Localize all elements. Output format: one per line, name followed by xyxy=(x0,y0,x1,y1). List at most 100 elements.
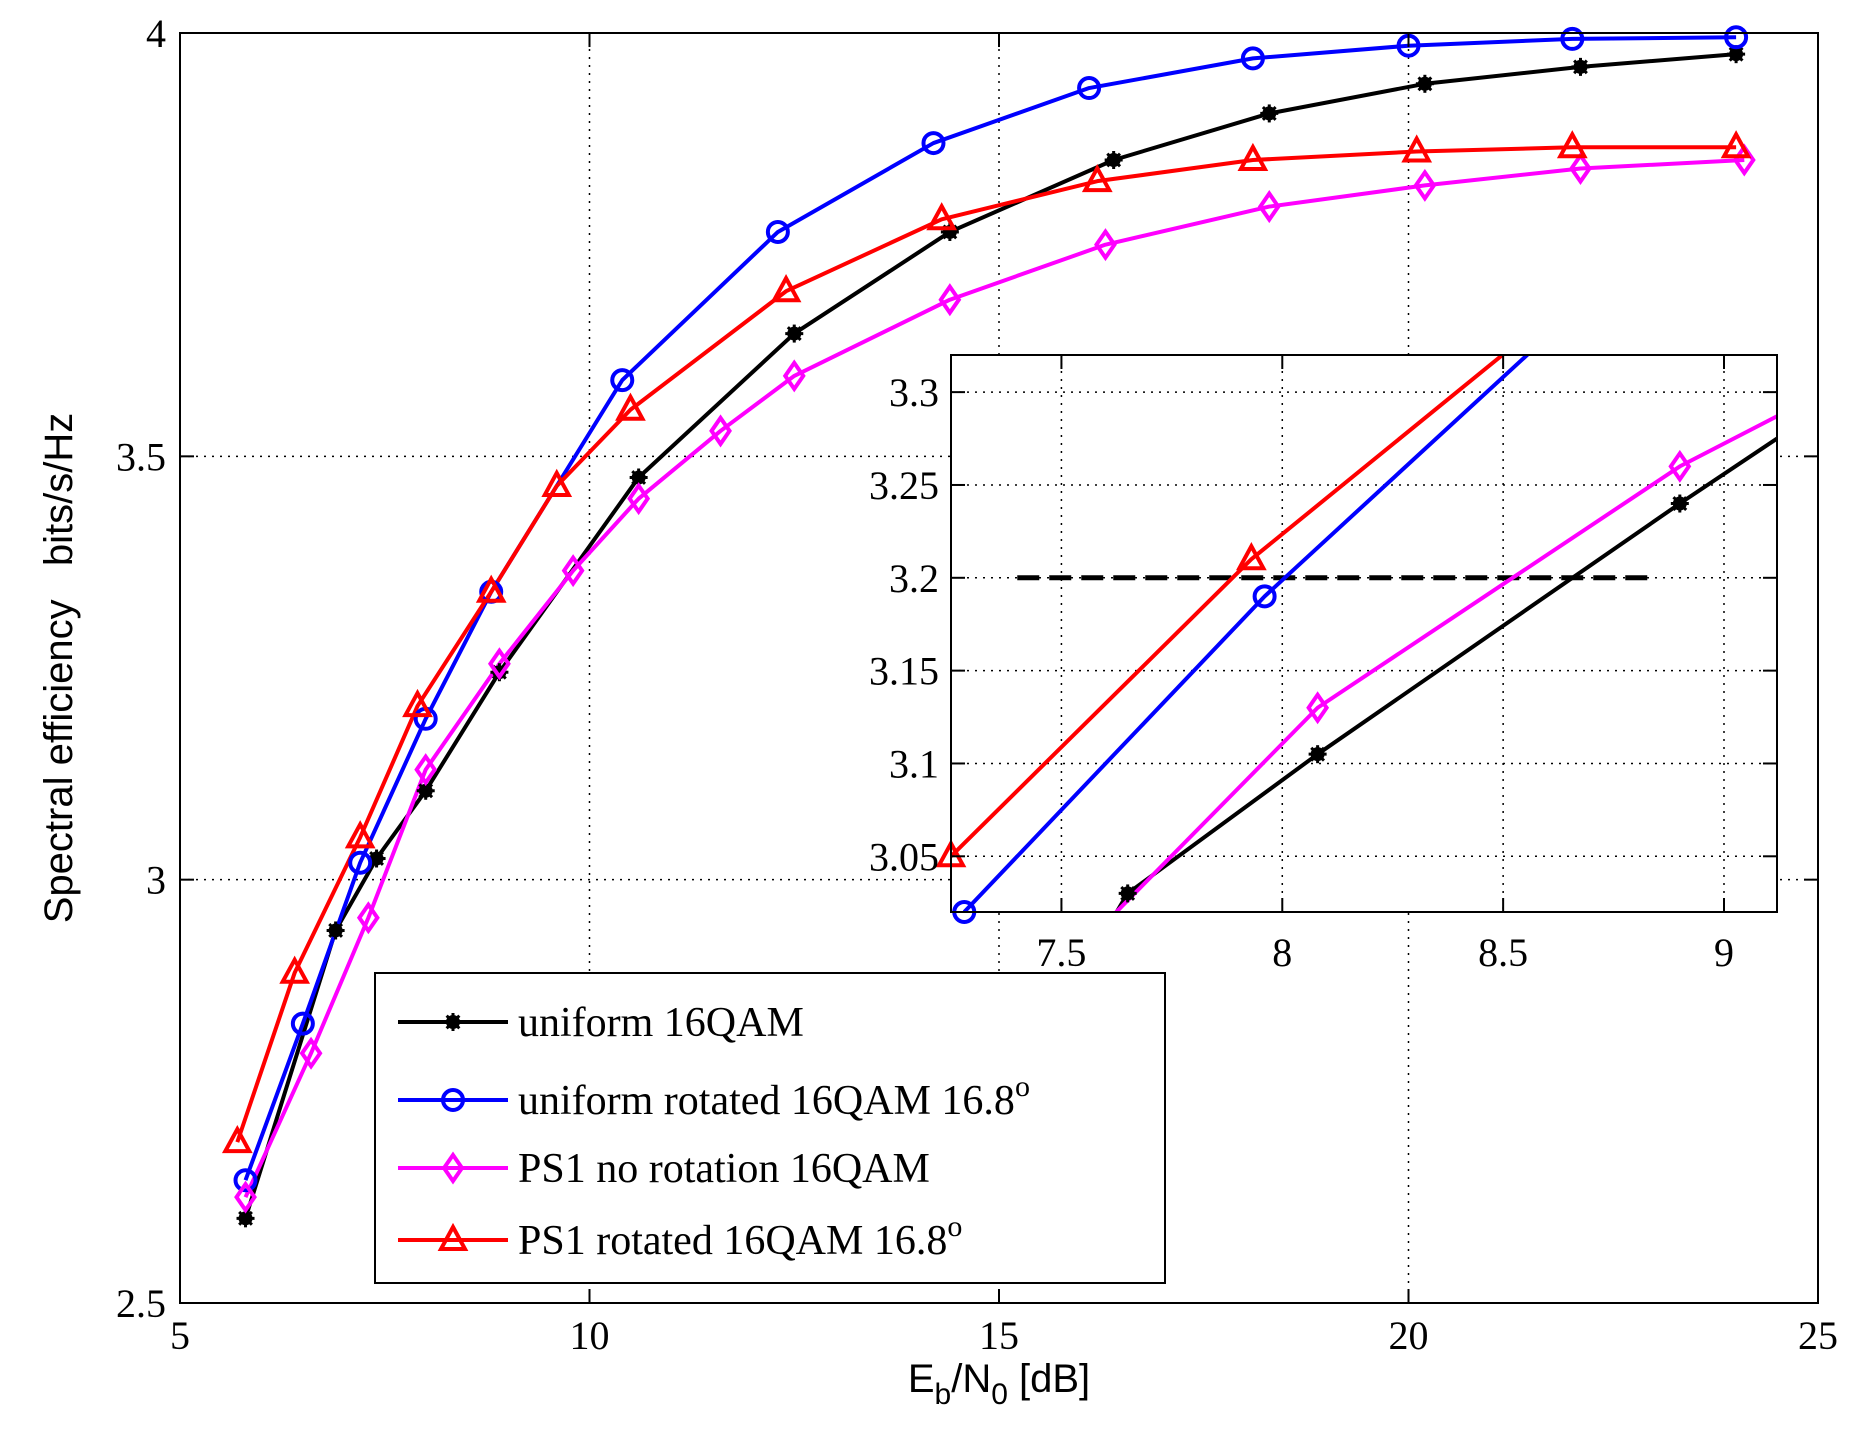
legend-marker xyxy=(441,1151,465,1185)
main-series-3-point xyxy=(770,274,802,303)
main-series-1-point xyxy=(1724,25,1749,50)
main-xtick-label: 10 xyxy=(570,1313,610,1358)
inset-ytick-label: 3.2 xyxy=(889,556,939,601)
legend-entry-0: uniform 16QAM xyxy=(398,1000,804,1046)
main-series-3-point xyxy=(541,468,573,497)
inset-series-0-point xyxy=(1118,884,1137,903)
legend: uniform 16QAM uniform rotated 16QAM 16.8o… xyxy=(374,972,1166,1284)
main-series-2-point xyxy=(627,482,651,516)
inset-ytick-label: 3.3 xyxy=(889,370,939,415)
inset-ytick-label: 3.25 xyxy=(869,463,939,508)
main-series-2-point xyxy=(414,753,438,787)
main-series-2-point xyxy=(487,647,511,681)
main-series-2-point xyxy=(1569,151,1592,185)
inset-xtick-label: 8 xyxy=(1272,930,1292,975)
main-ytick-label: 2.5 xyxy=(116,1281,166,1326)
inset-series-0-point xyxy=(1670,494,1689,513)
main-series-1-point xyxy=(233,1168,258,1193)
main-xtick-label: 15 xyxy=(979,1313,1019,1358)
inset-series-line-3 xyxy=(951,355,1506,858)
inset-series-0-point xyxy=(1308,745,1327,764)
main-series-0-point xyxy=(1260,104,1279,123)
legend-marker xyxy=(444,1013,462,1031)
x-label-sub-b: b xyxy=(935,1378,952,1411)
main-xtick-label: 20 xyxy=(1389,1313,1429,1358)
main-grid xyxy=(180,33,1818,1303)
legend-entries: uniform 16QAM uniform rotated 16QAM 16.8o… xyxy=(398,1000,1030,1264)
main-series-3-point xyxy=(402,688,433,718)
main-series-3-point xyxy=(1081,163,1113,193)
x-label-slash: /N xyxy=(951,1357,991,1401)
main-series-3-point xyxy=(1720,130,1752,159)
main-series-2-point xyxy=(561,554,585,588)
main-series-1-point xyxy=(765,219,790,244)
inset-ticks: 7.5 8 8.5 9 3.05 3.1 3.15 3.2 3.25 3.3 xyxy=(869,355,1777,975)
legend-label-degree: o xyxy=(1015,1070,1030,1103)
main-ytick-label: 3 xyxy=(146,858,166,903)
main-series-2-point xyxy=(299,1036,323,1070)
main-series-2-point xyxy=(1413,168,1437,202)
main-series-3-point xyxy=(475,574,507,603)
main-series-0-point xyxy=(236,1209,255,1228)
main-ticks: 5 10 15 20 25 2.5 3 3.5 4 xyxy=(116,11,1838,1358)
main-series-0-point xyxy=(1415,74,1434,93)
main-series-3-point xyxy=(926,202,958,231)
main-series-1-point xyxy=(290,1011,315,1036)
main-series-line-3 xyxy=(235,145,1737,1143)
legend-entry-2: PS1 no rotation 16QAM xyxy=(398,1146,930,1192)
main-series-3-point xyxy=(1401,134,1433,163)
inset-series-line-1 xyxy=(962,355,1531,912)
main-series-3-point xyxy=(221,1124,253,1154)
main-series-2-point xyxy=(234,1180,257,1214)
legend-label: uniform rotated 16QAM 16.8o xyxy=(518,1070,1030,1124)
main-series-2-point xyxy=(1257,190,1281,224)
main-series-1-point xyxy=(921,131,946,156)
main-series-3-point xyxy=(279,955,311,984)
main-series-1-point xyxy=(1240,46,1265,71)
main-series-2-point xyxy=(782,359,806,393)
x-label-unit: [dB] xyxy=(1008,1357,1090,1401)
main-series-1-point xyxy=(1077,76,1102,101)
x-label-base: E xyxy=(908,1357,935,1401)
main-series-0-point xyxy=(1104,151,1123,169)
inset-ytick-label: 3.1 xyxy=(889,741,939,786)
inset-series-1-point xyxy=(1252,584,1277,609)
inset-xtick-label: 8.5 xyxy=(1478,930,1528,975)
main-ytick-label: 4 xyxy=(146,11,166,56)
x-axis-label: Eb/N0 [dB] xyxy=(908,1357,1090,1411)
inset-ytick-label: 3.15 xyxy=(869,649,939,694)
main-series-0-point xyxy=(367,849,386,868)
inset-series-2-point xyxy=(1306,691,1330,725)
main-series-3-point xyxy=(344,820,376,849)
inset-ytick-label: 3.05 xyxy=(869,834,939,879)
y-axis-label: Spectral efficiency bits/s/Hz xyxy=(37,413,81,924)
main-series-1-point xyxy=(610,368,635,393)
legend-entry-3: PS1 rotated 16QAM 16.8o xyxy=(398,1210,962,1264)
inset-xtick-label: 9 xyxy=(1714,930,1734,975)
legend-label: PS1 no rotation 16QAM xyxy=(518,1146,930,1192)
legend-label-degree: o xyxy=(947,1210,962,1243)
main-xtick-label: 25 xyxy=(1798,1313,1838,1358)
main-series-3-point xyxy=(1556,130,1588,159)
main-series-0-point xyxy=(326,921,345,940)
x-label-sub-0: 0 xyxy=(991,1378,1008,1411)
main-series-1-point xyxy=(1560,26,1585,51)
legend-label: uniform 16QAM xyxy=(518,1000,804,1046)
main-series-0-point xyxy=(1727,45,1746,64)
main-series-3-point xyxy=(615,392,646,421)
main-xtick-label: 5 xyxy=(170,1313,190,1358)
legend-label: PS1 rotated 16QAM 16.8o xyxy=(518,1210,962,1264)
main-series-0-point xyxy=(629,468,648,487)
main-series-0-point xyxy=(1571,57,1590,76)
inset-series-2-point xyxy=(1668,449,1692,483)
main-series-0-point xyxy=(416,781,435,800)
legend-marker xyxy=(437,1222,469,1251)
main-series-line-2 xyxy=(243,158,1745,1198)
main-series-0-point xyxy=(785,324,804,343)
main-series-3-point xyxy=(1237,142,1269,171)
inset-background xyxy=(951,355,1777,912)
main-series-2-point xyxy=(938,283,962,317)
legend-box xyxy=(374,972,1166,1284)
main-series-2-point xyxy=(1094,228,1117,262)
